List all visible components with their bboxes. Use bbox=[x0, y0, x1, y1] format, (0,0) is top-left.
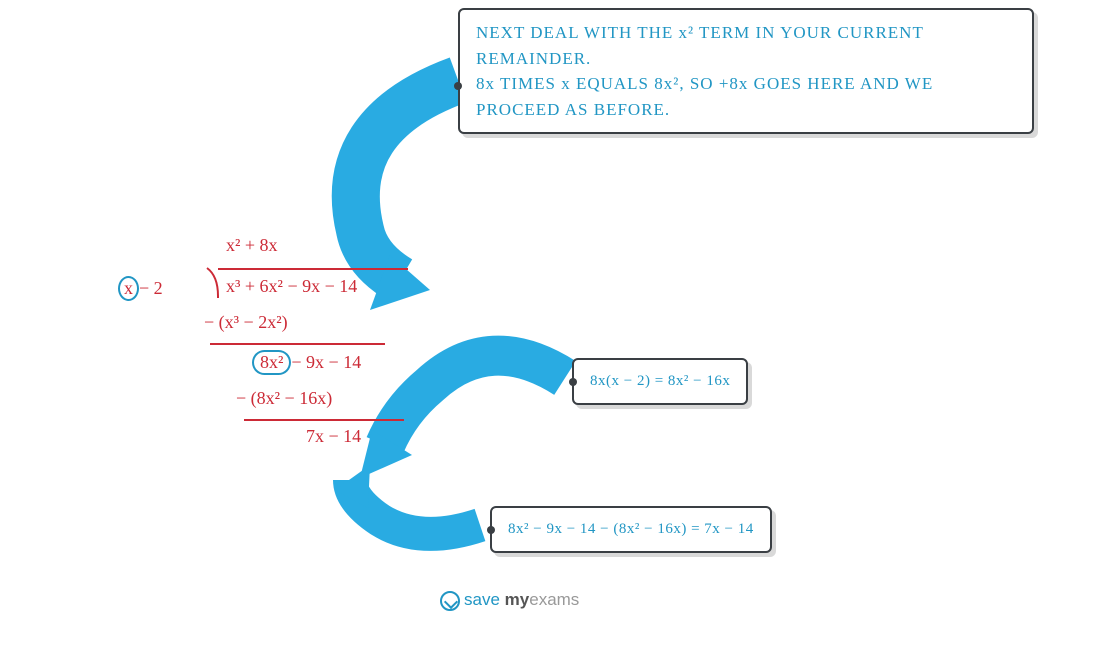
logo-exams: exams bbox=[529, 590, 579, 609]
dividend: x³ + 6x² − 9x − 14 bbox=[226, 276, 357, 297]
instruction-line2: 8x TIMES x EQUALS 8x², SO +8x GOES HERE … bbox=[476, 71, 1016, 122]
remainder1: 8x²− 9x − 14 bbox=[252, 350, 361, 375]
step1-subtract: − (x³ − 2x²) bbox=[204, 312, 288, 333]
callout-anchor-dot bbox=[487, 526, 495, 534]
bar-step1 bbox=[210, 343, 385, 345]
brand-logo: save myexams bbox=[440, 590, 579, 611]
divisor-minus2: − 2 bbox=[139, 278, 163, 298]
bar-step2 bbox=[244, 419, 404, 421]
circled-x: x bbox=[118, 276, 139, 301]
main-instruction-callout: NEXT DEAL WITH THE x² TERM IN YOUR CURRE… bbox=[458, 8, 1034, 134]
expansion-callout: 8x(x − 2) = 8x² − 16x bbox=[572, 358, 748, 405]
remainder2: 7x − 14 bbox=[306, 426, 361, 447]
logo-icon bbox=[440, 591, 460, 611]
logo-my: my bbox=[505, 590, 530, 609]
subtraction-text: 8x² − 9x − 14 − (8x² − 16x) = 7x − 14 bbox=[508, 521, 754, 537]
callout-anchor-dot bbox=[454, 82, 462, 90]
logo-save: save bbox=[464, 590, 500, 609]
remainder1-rest: − 9x − 14 bbox=[291, 352, 361, 372]
quotient: x² + 8x bbox=[226, 235, 278, 256]
circled-8x2: 8x² bbox=[252, 350, 291, 375]
instruction-line1: NEXT DEAL WITH THE x² TERM IN YOUR CURRE… bbox=[476, 20, 1016, 71]
callout-anchor-dot bbox=[569, 378, 577, 386]
expansion-text: 8x(x − 2) = 8x² − 16x bbox=[590, 373, 730, 389]
step2-subtract: − (8x² − 16x) bbox=[236, 388, 332, 409]
subtraction-callout: 8x² − 9x − 14 − (8x² − 16x) = 7x − 14 bbox=[490, 506, 772, 553]
divisor: x− 2 bbox=[118, 276, 163, 301]
division-bar bbox=[218, 268, 408, 270]
